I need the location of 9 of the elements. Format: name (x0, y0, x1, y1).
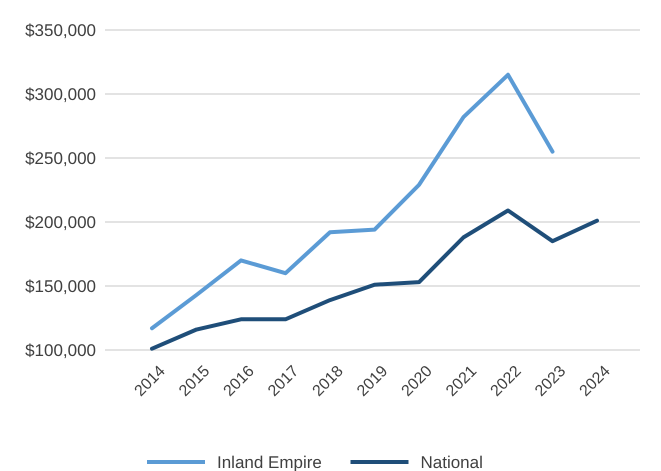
y-tick-label: $200,000 (25, 212, 96, 232)
y-tick-label: $150,000 (25, 276, 96, 296)
line-series (150, 208, 599, 351)
y-tick-label: $300,000 (25, 84, 96, 104)
legend-label: National (420, 452, 483, 471)
y-tick-label: $250,000 (25, 148, 96, 168)
line-series (150, 72, 554, 330)
y-tick-label: $350,000 (25, 20, 96, 40)
y-tick-label: $100,000 (25, 340, 96, 360)
